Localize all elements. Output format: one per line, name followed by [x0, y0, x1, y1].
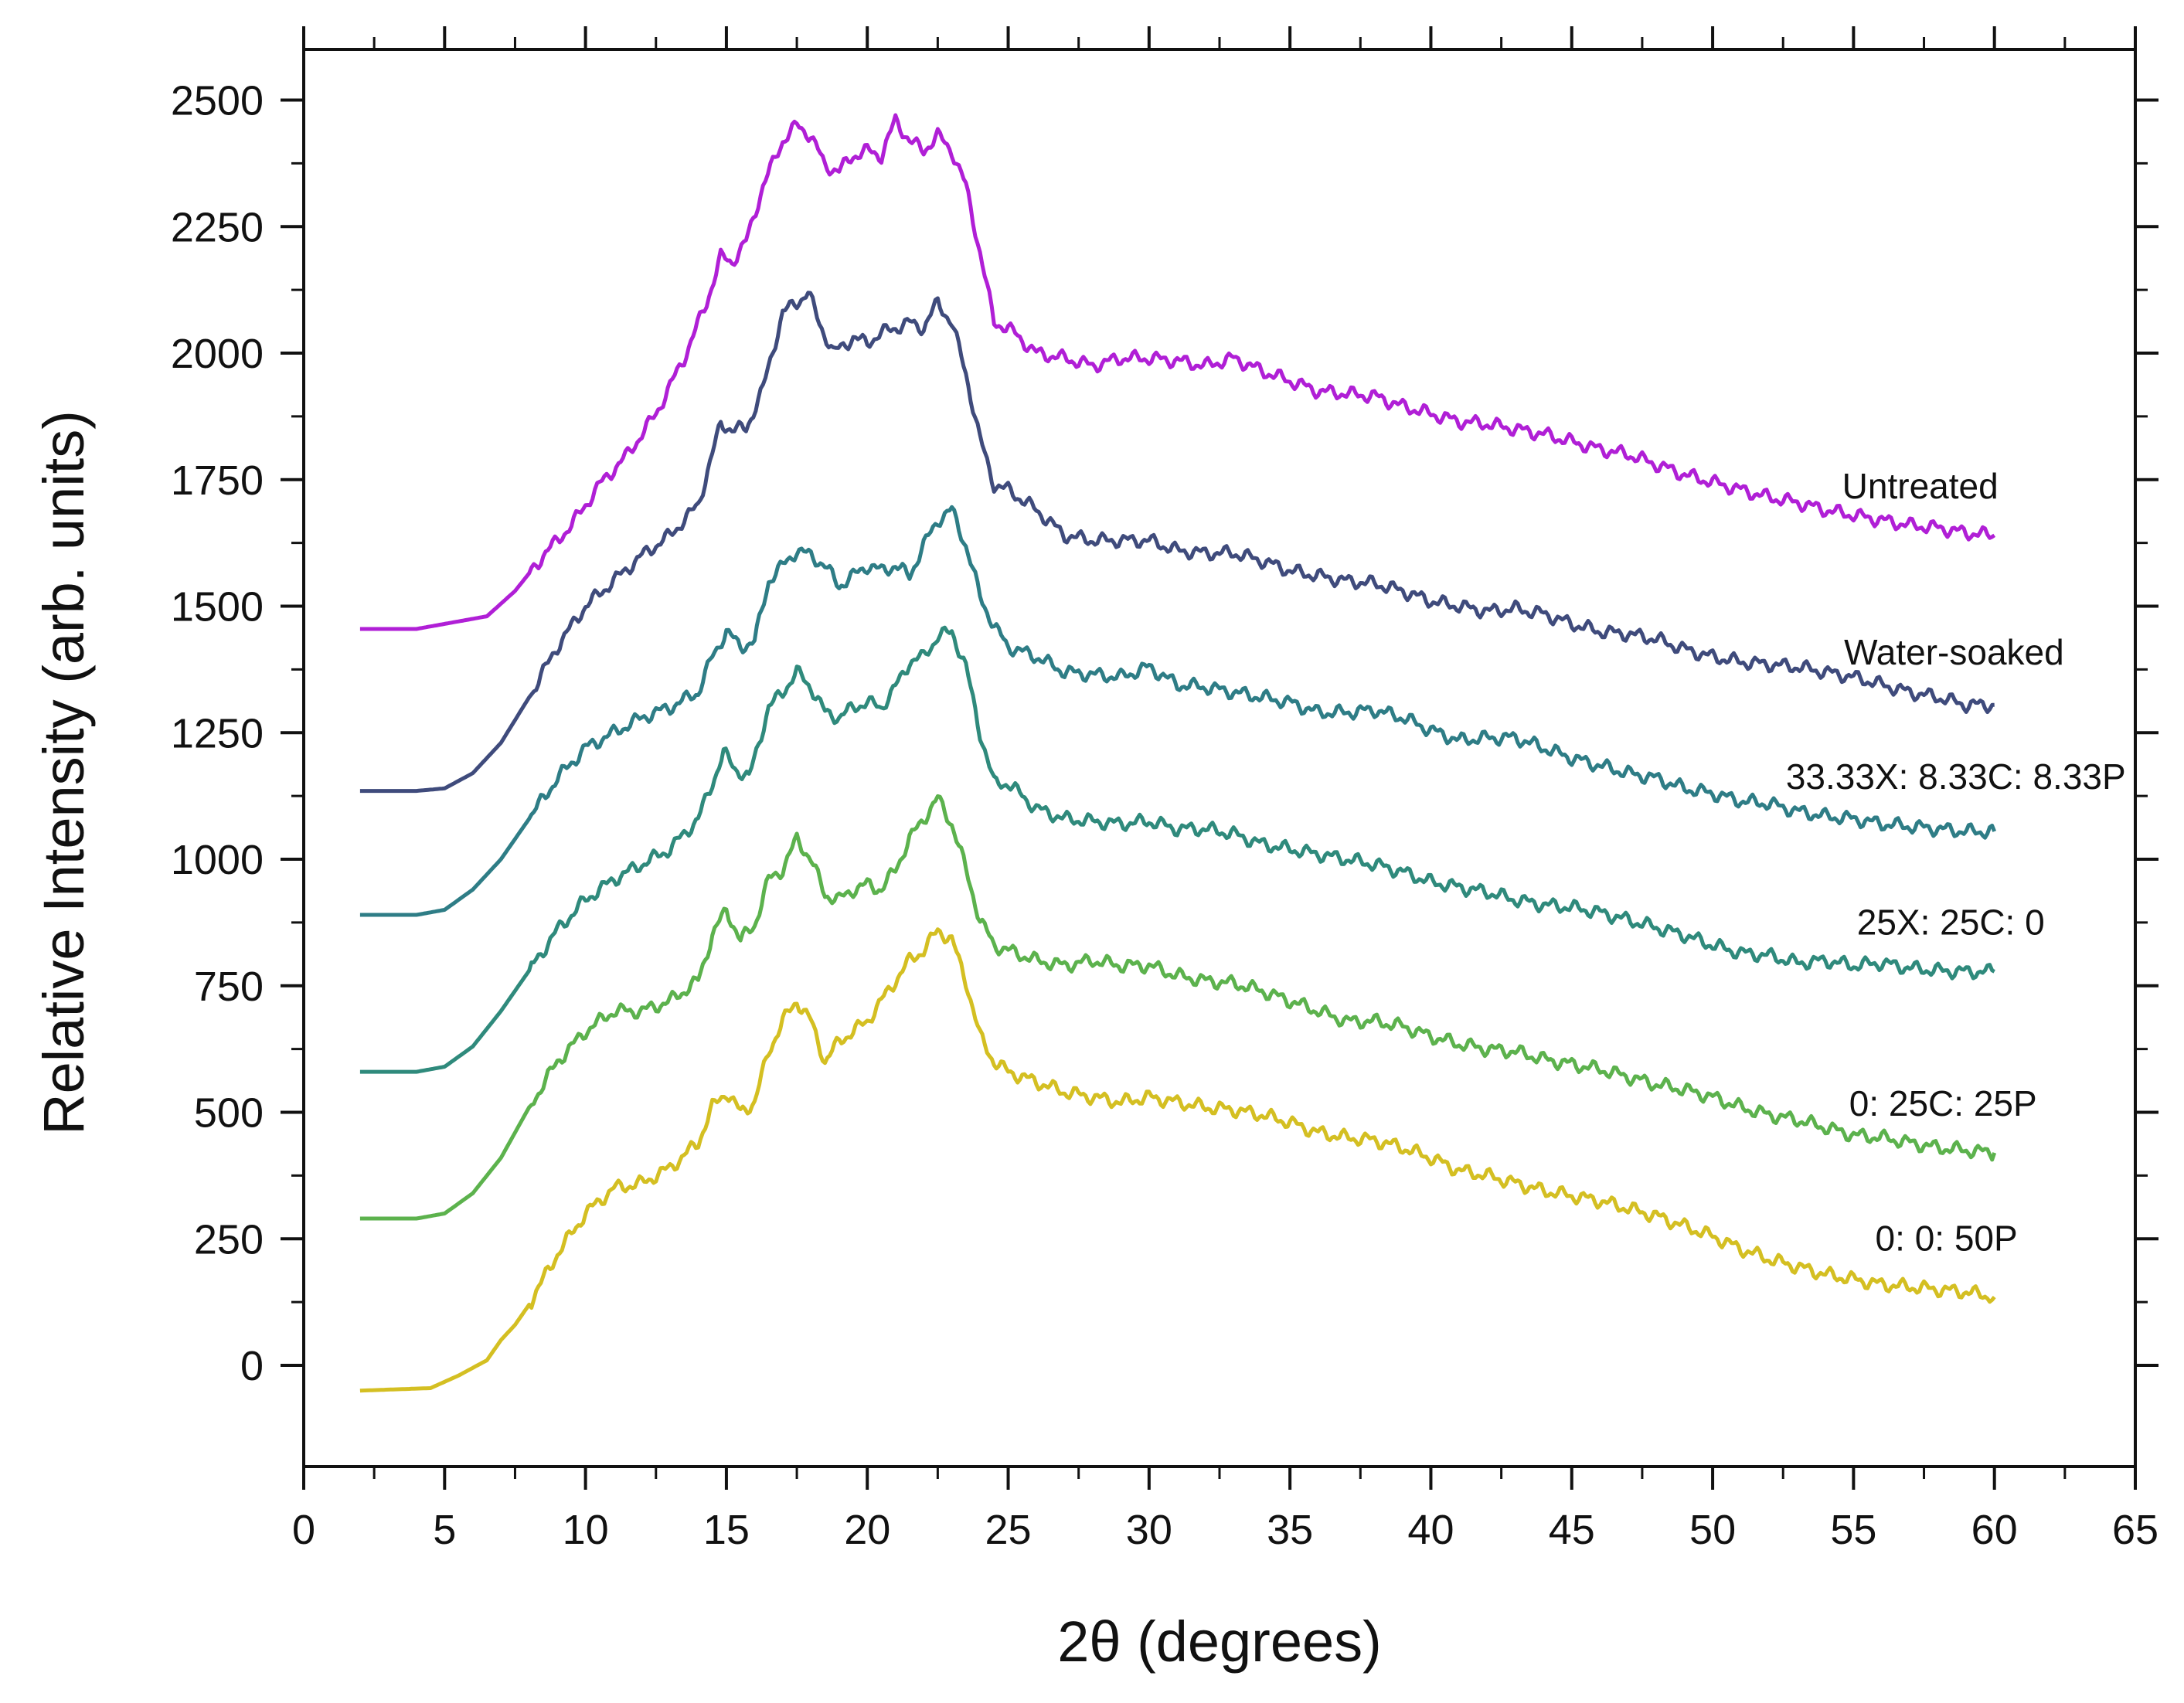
- series-line: [359, 113, 1996, 631]
- series-line: [359, 794, 1997, 1221]
- series-line: [359, 625, 1995, 1074]
- x-tick-label: 25: [985, 1507, 1031, 1553]
- x-tick-label: 0: [292, 1507, 315, 1553]
- x-axis-title: 2θ (degrees): [1057, 1610, 1382, 1674]
- series-line: [359, 927, 1996, 1393]
- series-line: [359, 505, 1997, 917]
- y-tick-label: 2500: [171, 78, 264, 124]
- x-tick-label: 60: [1971, 1507, 2018, 1553]
- series-label: 0: 0: 50P: [1876, 1219, 2018, 1259]
- y-tick-label: 750: [194, 964, 264, 1010]
- x-tick-label: 5: [433, 1507, 456, 1553]
- series-label: 0: 25C: 25P: [1849, 1083, 2037, 1123]
- series-label: Untreated: [1842, 466, 1999, 506]
- y-tick-label: 1500: [171, 584, 264, 631]
- y-axis-ticks: 0 250 500 750 1000 1250 1500 1750 2000 2250 2500: [171, 78, 2158, 1389]
- series-lines: [359, 113, 1997, 1393]
- y-tick-label: 2000: [171, 331, 264, 377]
- y-tick-label: 1250: [171, 710, 264, 756]
- x-tick-label: 20: [844, 1507, 890, 1553]
- y-tick-label: 250: [194, 1216, 264, 1263]
- x-tick-label: 50: [1689, 1507, 1736, 1553]
- x-tick-label: 55: [1830, 1507, 1876, 1553]
- y-tick-label: 500: [194, 1090, 264, 1137]
- x-tick-label: 35: [1267, 1507, 1313, 1553]
- y-tick-label: 1750: [171, 457, 264, 504]
- series-labels: Untreated Water-soaked 33.33X: 8.33C: 8.33…: [1786, 466, 2126, 1259]
- x-tick-label: 45: [1549, 1507, 1595, 1553]
- x-tick-label: 30: [1126, 1507, 1172, 1553]
- x-tick-label: 10: [563, 1507, 609, 1553]
- series-label: 33.33X: 8.33C: 8.33P: [1786, 756, 2126, 797]
- y-tick-label: 0: [240, 1343, 264, 1389]
- x-axis-ticks: 0 5 10 15 20 25 30 35 40 45 50 55 60 65: [292, 26, 2158, 1553]
- series-line: [359, 291, 1995, 794]
- series-label: Water-soaked: [1844, 632, 2064, 672]
- y-tick-label: 1000: [171, 837, 264, 883]
- series-label: 25X: 25C: 0: [1857, 902, 2045, 942]
- x-tick-label: 40: [1407, 1507, 1454, 1553]
- x-tick-label: 65: [2112, 1507, 2158, 1553]
- y-axis-title: Relative Intensity (arb. units): [32, 410, 96, 1135]
- x-tick-label: 15: [703, 1507, 750, 1553]
- y-tick-label: 2250: [171, 204, 264, 250]
